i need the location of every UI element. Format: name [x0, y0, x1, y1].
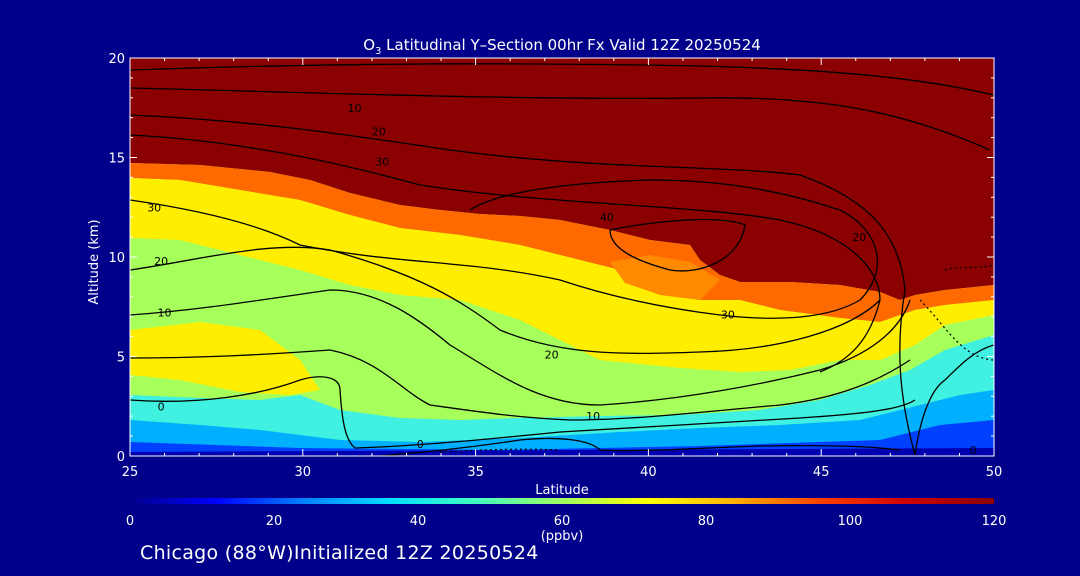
contour-line	[130, 134, 881, 373]
x-tick-label: 40	[640, 465, 657, 480]
contour-line	[130, 289, 911, 406]
colorbar-tick-label: 0	[126, 514, 134, 529]
dotted-contour-line	[439, 448, 561, 453]
title-species: O	[363, 36, 375, 54]
y-tick-label: 10	[108, 251, 125, 266]
x-axis-label: Latitude	[535, 483, 589, 498]
contour-label: 30	[375, 155, 389, 168]
contour-label: 0	[158, 400, 165, 413]
field-lightblue-band	[130, 390, 994, 456]
dotted-contour-line	[919, 299, 994, 361]
colorbar-tick-label: 100	[838, 514, 863, 529]
contour-line	[130, 246, 881, 354]
x-tick-label: 45	[813, 465, 830, 480]
colorbar-tick-label: 80	[698, 514, 715, 529]
contour-label: 40	[600, 211, 614, 224]
contour-line	[130, 63, 994, 96]
y-tick-label: 15	[108, 152, 125, 167]
contour-line	[609, 218, 746, 272]
title-rest: Latitudinal Y–Section 00hr Fx Valid 12Z …	[381, 36, 760, 54]
colorbar-tick-label: 120	[982, 514, 1007, 529]
field-orange-spot	[610, 255, 720, 300]
colorbar-ticks: 0 20 40 60 80 100 120	[126, 514, 1007, 529]
contour-line	[379, 437, 901, 456]
contour-label: 0	[970, 444, 977, 457]
contour-line	[130, 87, 991, 151]
footer-caption: Chicago (88°W)Initialized 12Z 20250524	[140, 542, 539, 564]
chart-title: O3 Latitudinal Y–Section 00hr Fx Valid 1…	[363, 36, 761, 57]
contour-line	[130, 349, 911, 421]
contour-labels: 0 0 0 10 10 10 20 20 20 20 30 30 30 40	[147, 102, 977, 457]
y-axis-label: Altitude (km)	[87, 219, 102, 304]
y-tick-label: 20	[108, 52, 125, 67]
contour-label: 10	[348, 102, 362, 115]
y-axis: 0 5 10 15 20	[108, 52, 994, 465]
contour-label: 20	[372, 126, 386, 139]
contour-label: 20	[154, 255, 168, 268]
x-tick-label: 25	[122, 465, 139, 480]
contour-label: 10	[586, 410, 600, 423]
colorbar	[130, 498, 994, 504]
colorbar-tick-label: 60	[554, 514, 571, 529]
contour-label: 30	[721, 309, 735, 322]
plot-area: 0 0 0 10 10 10 20 20 20 20 30 30 30 40	[130, 58, 994, 457]
x-tick-label: 35	[467, 465, 484, 480]
field-yellow-pocket	[130, 322, 320, 395]
contour-line	[130, 376, 916, 449]
x-axis: 25 30 35 40 45 50	[122, 58, 1003, 480]
field-darkblue-band	[130, 448, 994, 456]
dotted-contours	[439, 264, 994, 453]
field-yellow-band	[130, 178, 994, 372]
x-tick-label: 50	[986, 465, 1003, 480]
contour-line	[914, 344, 994, 456]
field-dark-red	[130, 58, 994, 300]
contour-label: 30	[147, 201, 161, 214]
colorbar-tick-label: 40	[410, 514, 427, 529]
x-tick-label: 30	[295, 465, 312, 480]
title-species-subscript: 3	[375, 46, 381, 57]
contour-label: 10	[158, 307, 172, 320]
y-tick-label: 0	[117, 450, 125, 465]
contour-lines	[130, 63, 994, 456]
contour-label: 20	[545, 349, 559, 362]
field-blue-band	[130, 420, 994, 456]
colorbar-units: (ppbv)	[541, 529, 584, 544]
contour-label: 20	[852, 231, 866, 244]
y-tick-label: 5	[117, 351, 125, 366]
field-orange-band	[130, 163, 994, 322]
contour-label: 0	[417, 438, 424, 451]
colorbar-tick-label: 20	[266, 514, 283, 529]
